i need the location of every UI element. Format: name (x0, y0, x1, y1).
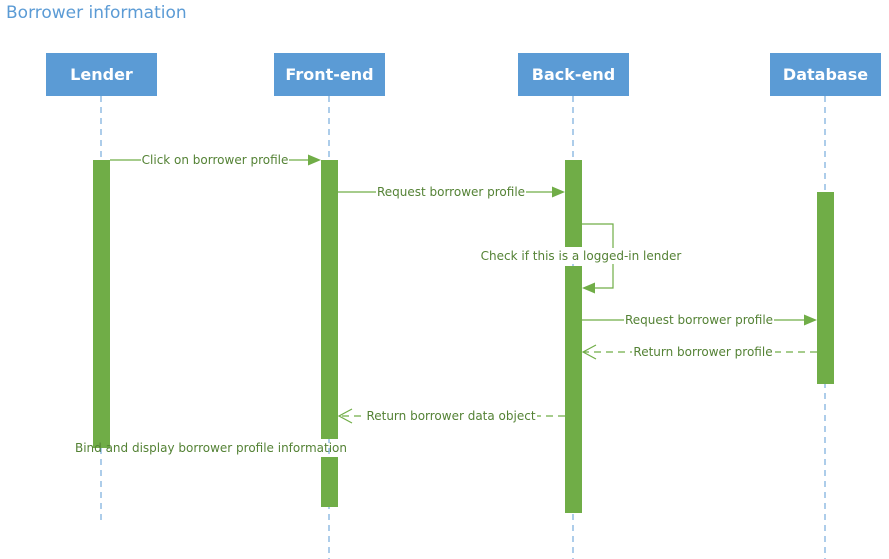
message-label: Return borrower profile (633, 345, 772, 359)
arrow-open-icon (581, 344, 597, 360)
message-label: Request borrower profile (625, 313, 773, 327)
message-label: Request borrower profile (377, 185, 525, 199)
message-return-borrower-profile: Return borrower profile (581, 344, 817, 360)
actor-label: Lender (70, 65, 133, 84)
actor-label: Database (783, 65, 868, 84)
diagram-title: Borrower information (6, 3, 187, 23)
actor-backend: Back-end (518, 53, 629, 96)
actor-lender: Lender (46, 53, 157, 96)
message-request-borrower-profile-1: Request borrower profile (338, 184, 565, 200)
arrow-head-icon (552, 186, 565, 198)
activation-lender (93, 160, 110, 448)
message-click-on-borrower-profile: Click on borrower profile (110, 152, 321, 168)
message-request-borrower-profile-2: Request borrower profile (582, 312, 817, 328)
message-check-logged-in-lender: Check if this is a logged-in lender (481, 223, 682, 294)
activation-database (817, 192, 834, 384)
actor-frontend: Front-end (274, 53, 385, 96)
activation-frontend-1 (321, 160, 338, 439)
message-label: Check if this is a logged-in lender (481, 249, 682, 263)
arrow-head-icon (308, 154, 321, 166)
arrow-head-icon (582, 282, 595, 294)
arrow-open-icon (337, 408, 353, 424)
activation-frontend-2 (321, 457, 338, 507)
activation-backend-1 (565, 160, 582, 247)
actor-database: Database (770, 53, 881, 96)
message-bind-and-display: Bind and display borrower profile inform… (75, 441, 347, 455)
actor-label: Back-end (532, 65, 615, 84)
activation-backend-2 (565, 266, 582, 513)
message-label: Bind and display borrower profile inform… (75, 441, 347, 455)
actor-label: Front-end (285, 65, 373, 84)
message-return-borrower-data-object: Return borrower data object (337, 408, 565, 424)
arrow-head-icon (804, 314, 817, 326)
message-label: Return borrower data object (366, 409, 535, 423)
message-label: Click on borrower profile (142, 153, 289, 167)
